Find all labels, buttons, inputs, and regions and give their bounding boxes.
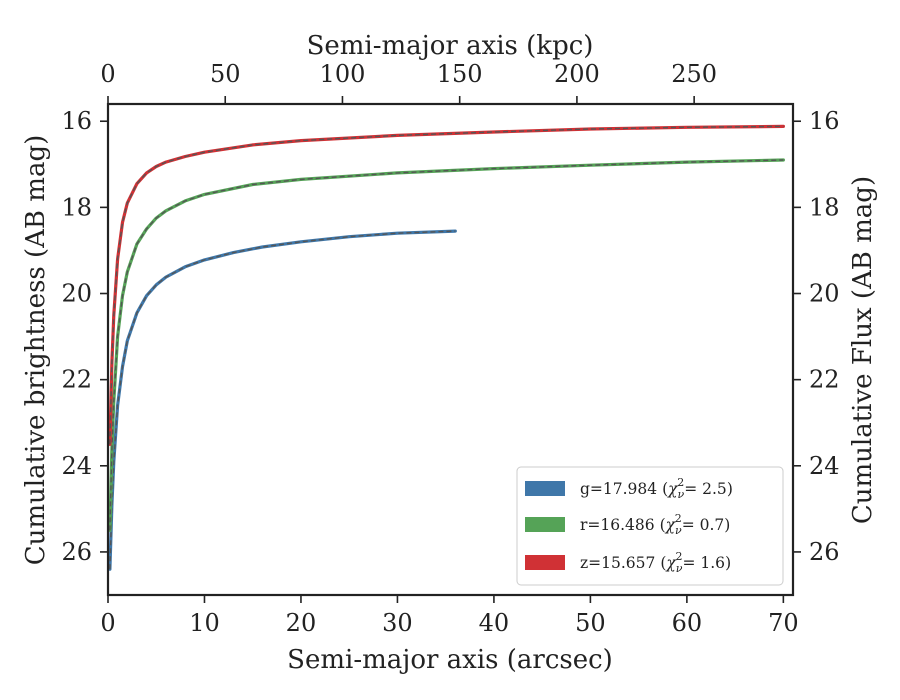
legend-entry-g: g=17.984 (χν2= 2.5) bbox=[525, 476, 733, 501]
top-x-tick-label: 0 bbox=[100, 60, 115, 88]
y-tick-label: 20 bbox=[61, 280, 92, 308]
top-x-axis-label: Semi-major axis (kpc) bbox=[307, 31, 594, 61]
model-line-z bbox=[109, 125, 784, 445]
curves-layer bbox=[108, 124, 786, 571]
series-line-z bbox=[108, 124, 786, 446]
top-x-tick-label: 200 bbox=[554, 60, 600, 88]
y-tick-label: 16 bbox=[61, 107, 92, 135]
top-x-tick-label: 50 bbox=[210, 60, 241, 88]
y-tick-label: 26 bbox=[61, 538, 92, 566]
legend-swatch-g bbox=[525, 481, 565, 496]
legend-entry-r: r=16.486 (χν2= 0.7) bbox=[525, 512, 730, 537]
plot-frame bbox=[106, 102, 795, 597]
legend-swatch-r bbox=[525, 517, 565, 532]
y-tick-label: 24 bbox=[61, 452, 92, 480]
series-line-g bbox=[108, 229, 457, 571]
right-y-tick-label: 22 bbox=[809, 366, 840, 394]
legend-swatch-z bbox=[525, 555, 565, 570]
right-y-tick-label: 24 bbox=[809, 452, 840, 480]
right-y-tick-label: 26 bbox=[809, 538, 840, 566]
x-tick-label: 30 bbox=[382, 609, 413, 637]
model-line-r bbox=[109, 159, 784, 531]
legend: g=17.984 (χν2= 2.5) r=16.486 (χν2= 0.7) … bbox=[516, 466, 784, 586]
legend-frame bbox=[516, 466, 784, 586]
y-tick-label: 18 bbox=[61, 193, 92, 221]
x-tick-label: 60 bbox=[672, 609, 703, 637]
top-x-tick-label: 100 bbox=[320, 60, 366, 88]
legend-label-r: r=16.486 (χν2= 0.7) bbox=[580, 512, 730, 537]
model-line-g bbox=[109, 230, 456, 570]
right-y-tick-label: 16 bbox=[809, 107, 840, 135]
legend-label-z: z=15.657 (χν2= 1.6) bbox=[580, 550, 731, 575]
x-axis-label: Semi-major axis (arcsec) bbox=[287, 645, 613, 675]
top-x-tick-label: 250 bbox=[671, 60, 717, 88]
x-tick-label: 0 bbox=[100, 609, 115, 637]
y-tick-label: 22 bbox=[61, 366, 92, 394]
x-tick-label: 10 bbox=[189, 609, 220, 637]
legend-label-g: g=17.984 (χν2= 2.5) bbox=[580, 476, 733, 501]
legend-entry-z: z=15.657 (χν2= 1.6) bbox=[525, 550, 731, 575]
top-x-tick-label: 150 bbox=[437, 60, 483, 88]
x-tick-label: 70 bbox=[768, 609, 799, 637]
x-tick-label: 50 bbox=[575, 609, 606, 637]
y-axis-label: Cumulative brightness (AB mag) bbox=[21, 135, 51, 566]
right-y-axis-label: Cumulative Flux (AB mag) bbox=[848, 176, 878, 524]
right-y-tick-label: 18 bbox=[809, 193, 840, 221]
right-y-tick-label: 20 bbox=[809, 280, 840, 308]
ticks-layer: 0 10 20 30 40 50 60 70 0 50 100 150 200 250 16 16 18 18 20… bbox=[61, 60, 839, 637]
x-tick-label: 40 bbox=[479, 609, 510, 637]
x-tick-label: 20 bbox=[286, 609, 317, 637]
